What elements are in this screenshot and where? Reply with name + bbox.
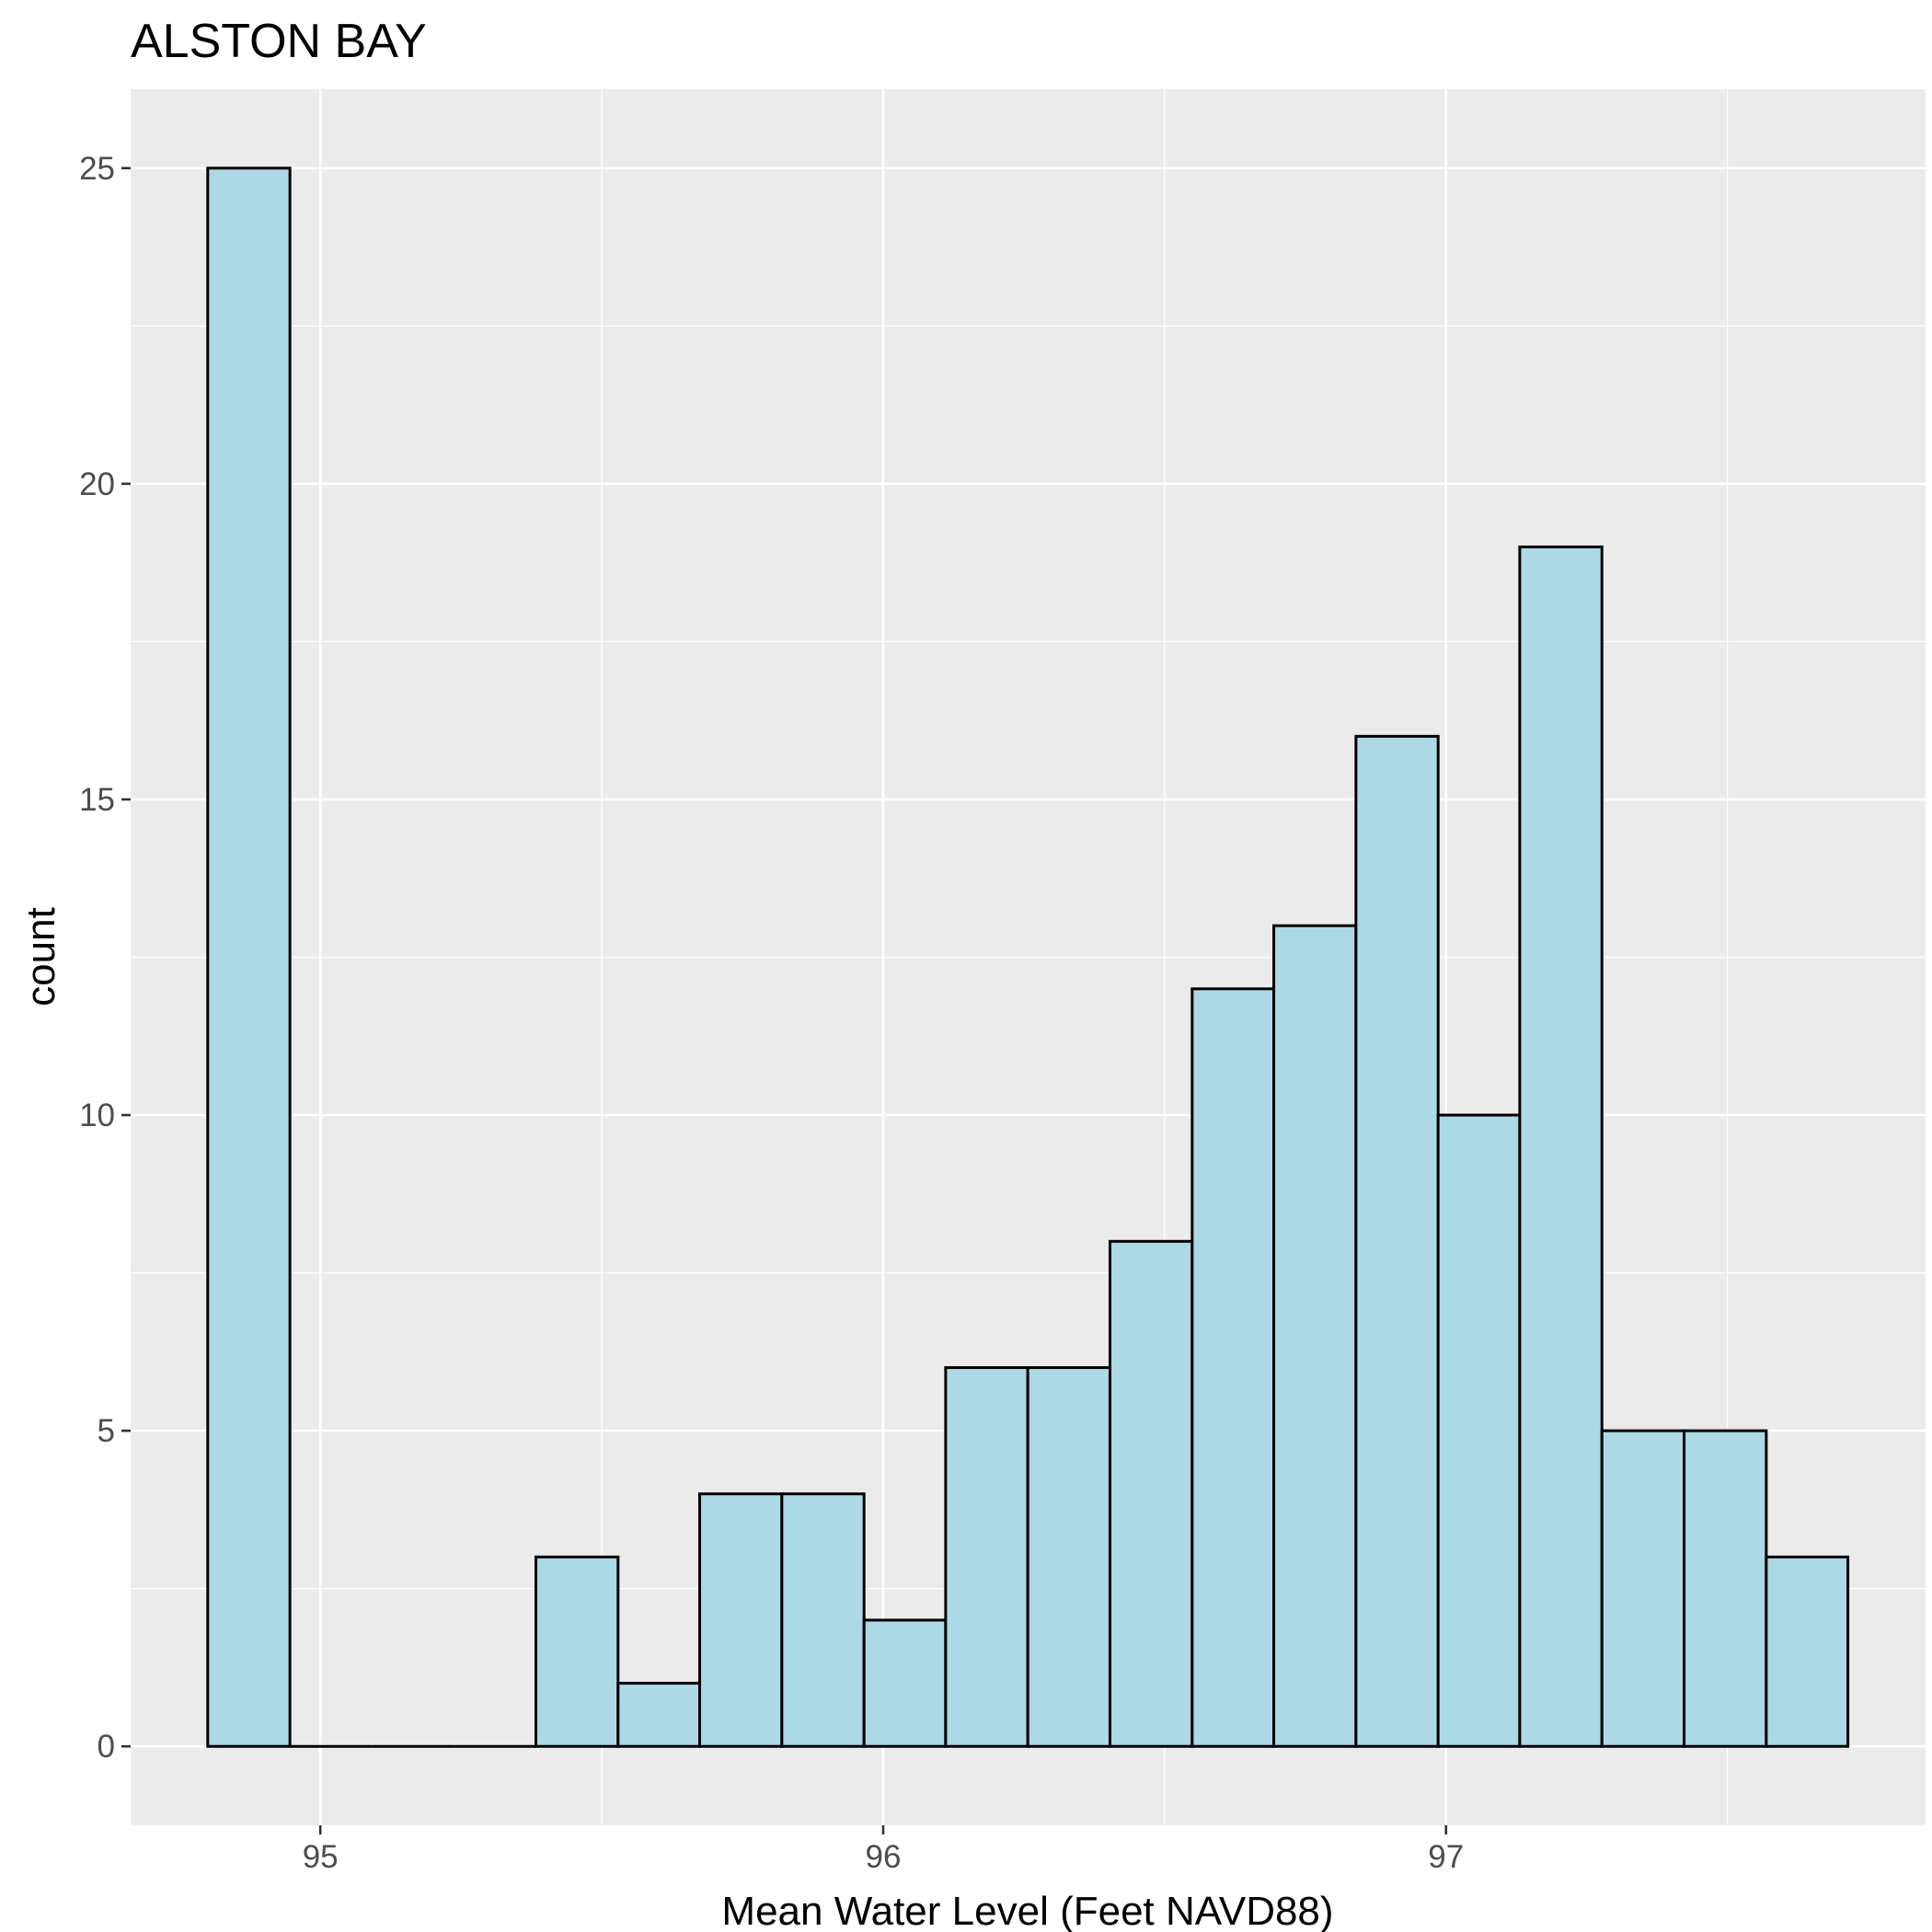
y-tick-label: 20 bbox=[79, 466, 115, 502]
chart-title: ALSTON BAY bbox=[131, 15, 427, 68]
y-tick-label: 25 bbox=[79, 151, 115, 187]
histogram-bar bbox=[1026, 1366, 1112, 1748]
x-axis-title: Mean Water Level (Feet NAVD88) bbox=[721, 1889, 1333, 1932]
y-axis-ticks: 0 5 10 15 20 25 bbox=[79, 151, 131, 1765]
x-tick-label: 96 bbox=[865, 1839, 901, 1875]
x-tick-label: 97 bbox=[1428, 1839, 1464, 1875]
grid-minor bbox=[131, 89, 1926, 1825]
histogram-bar bbox=[1272, 924, 1358, 1748]
y-tick-label: 0 bbox=[98, 1729, 115, 1765]
y-tick-label: 5 bbox=[98, 1413, 115, 1449]
histogram-bar bbox=[1109, 1239, 1194, 1748]
histogram-bar bbox=[1190, 987, 1276, 1748]
histogram-bars bbox=[206, 167, 1850, 1748]
histogram-bar bbox=[1600, 1429, 1686, 1748]
histogram-bar bbox=[206, 167, 292, 1748]
histogram-bar bbox=[616, 1682, 702, 1748]
histogram-bar bbox=[944, 1366, 1029, 1748]
histogram-bar bbox=[534, 1555, 620, 1748]
histogram-bar bbox=[780, 1492, 866, 1748]
histogram-bar bbox=[1518, 545, 1604, 1748]
x-tick-label: 95 bbox=[303, 1839, 339, 1875]
y-tick-label: 10 bbox=[79, 1098, 115, 1133]
histogram-bar bbox=[1436, 1113, 1522, 1748]
histogram-bar bbox=[862, 1618, 948, 1748]
histogram-bar bbox=[698, 1492, 784, 1748]
y-tick-label: 15 bbox=[79, 782, 115, 818]
y-axis-title: count bbox=[18, 907, 63, 1006]
histogram-bar bbox=[1765, 1555, 1850, 1748]
histogram-bar bbox=[1354, 734, 1440, 1748]
x-axis-ticks: 95 96 97 bbox=[303, 1825, 1464, 1875]
histogram-bar bbox=[1683, 1429, 1768, 1748]
